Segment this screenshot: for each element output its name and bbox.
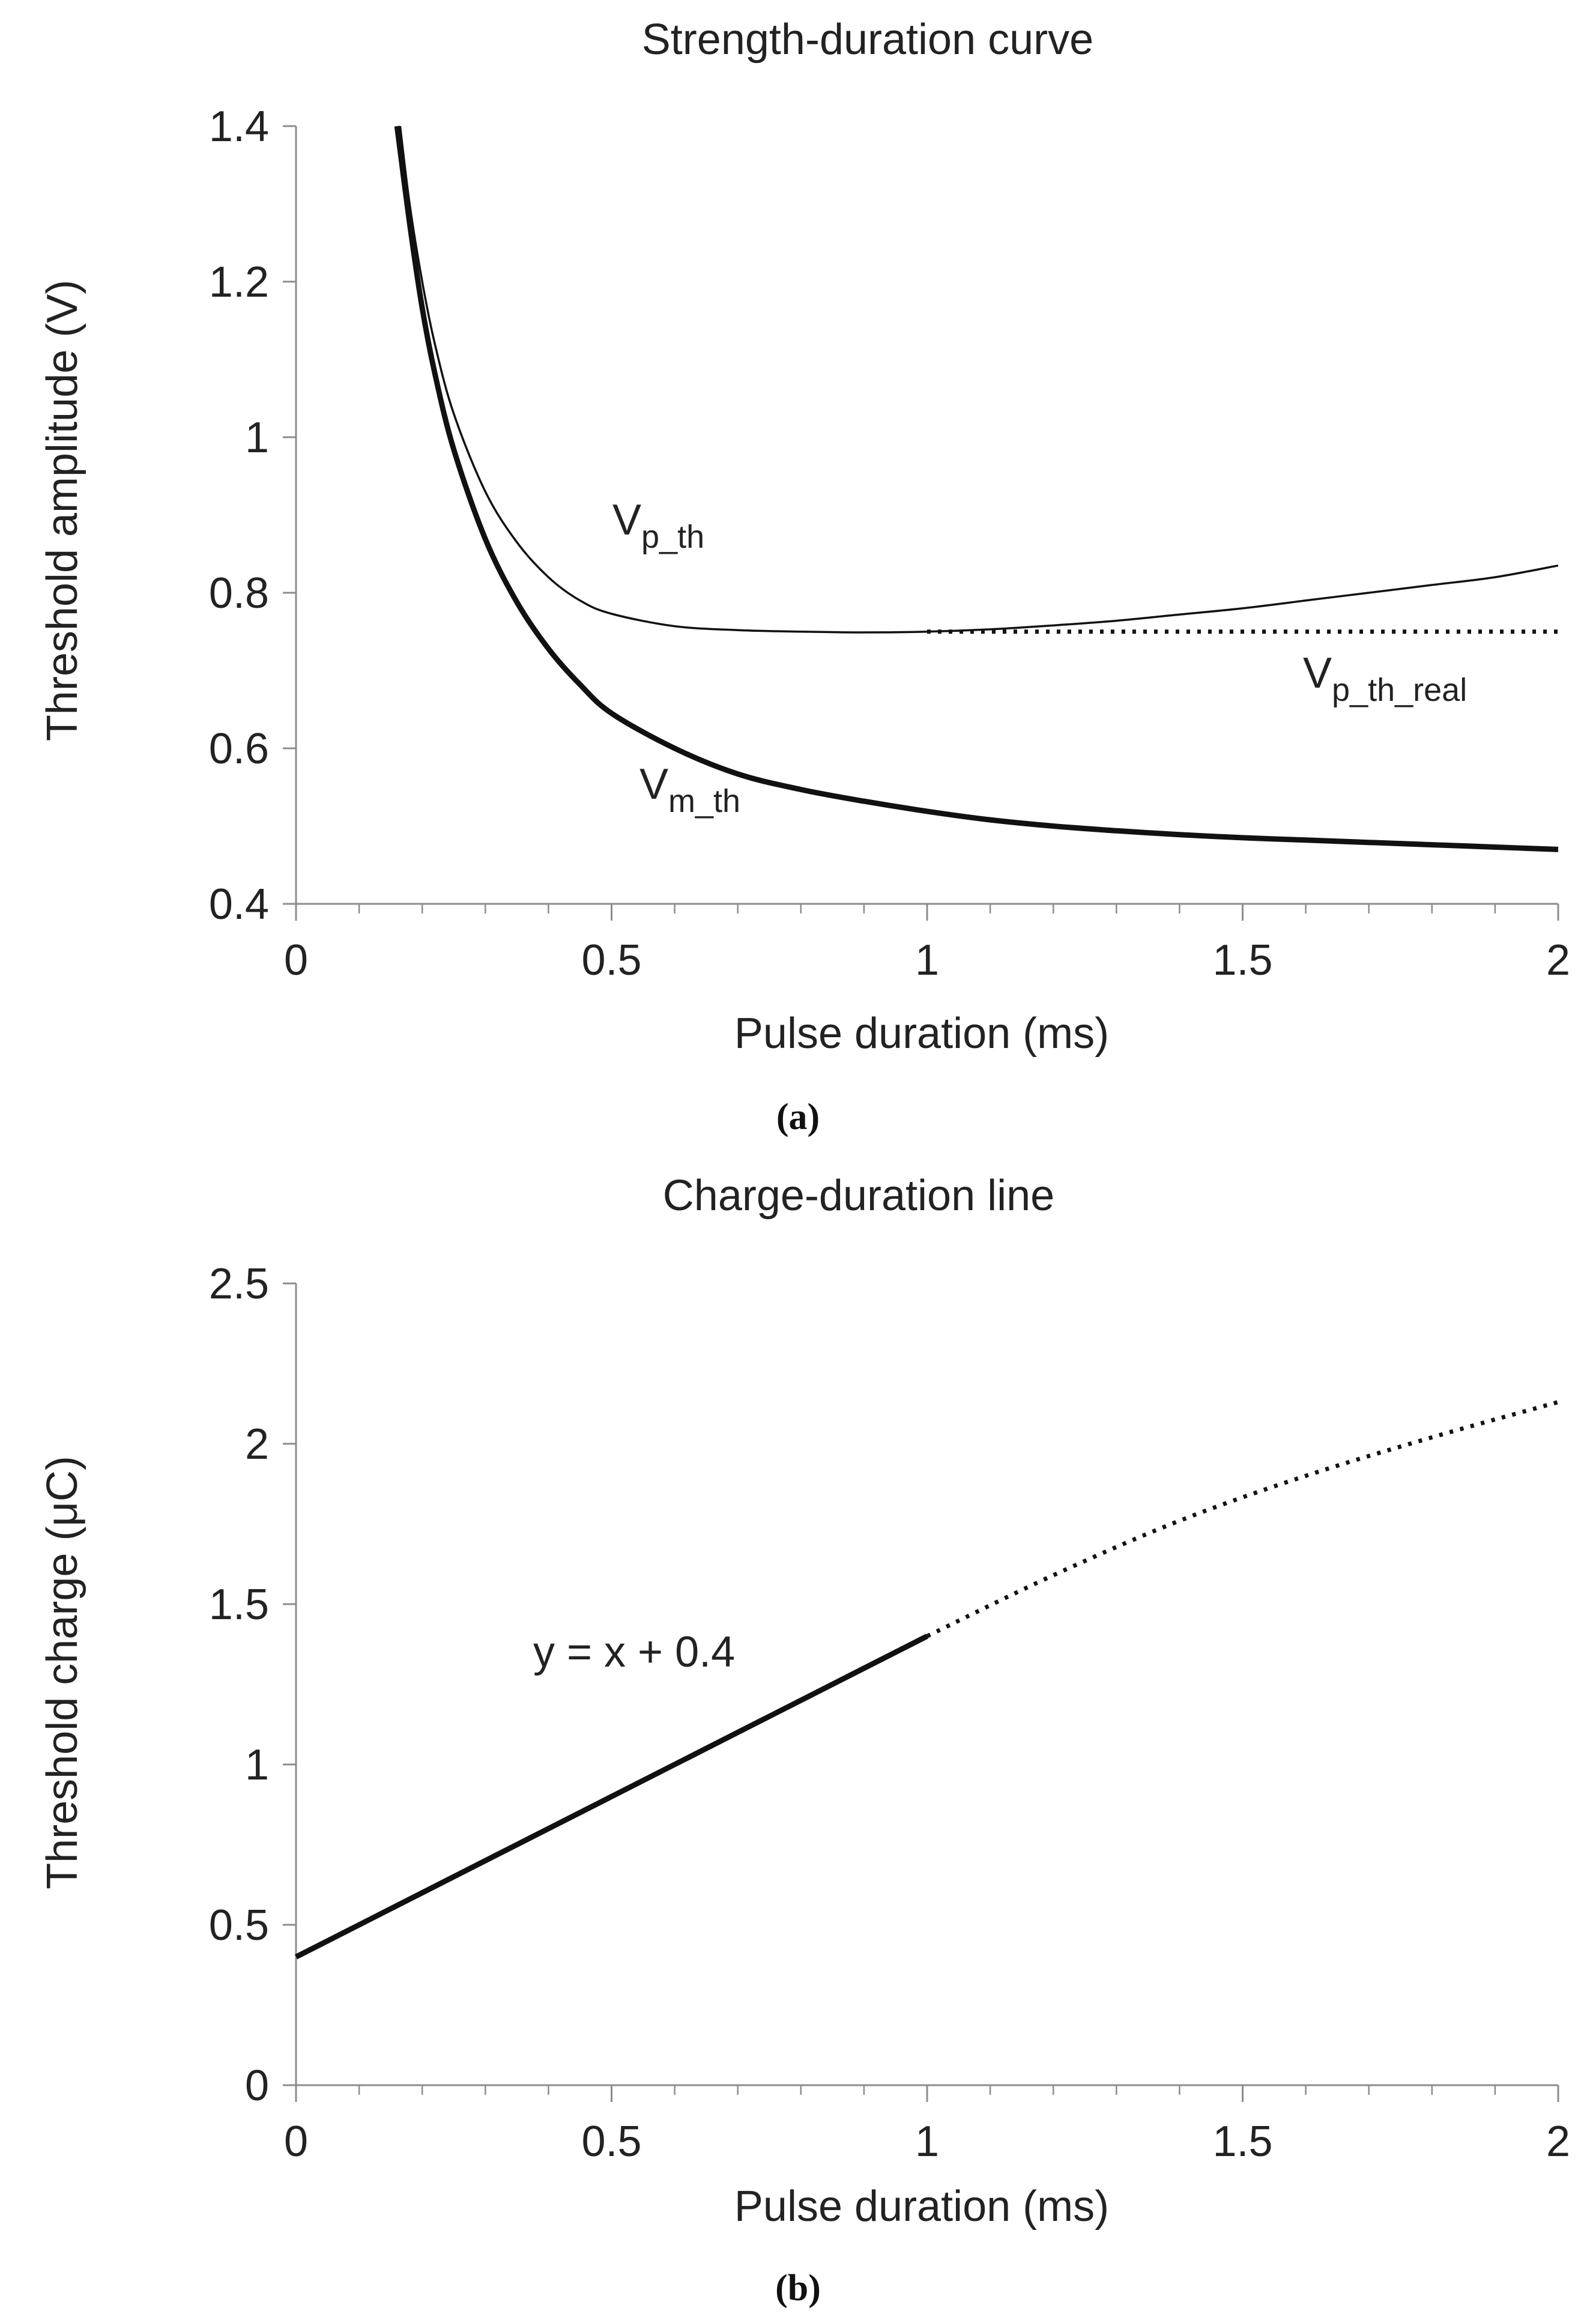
chart-a-series-v-m-th	[394, 126, 1559, 852]
chart-a-ytick-label-0-6: 0.6	[209, 725, 269, 773]
chart-b-ytick-label-1-5: 1.5	[209, 1581, 269, 1629]
chart-b-annotation: y = x + 0.4	[533, 1628, 735, 1676]
label-v-m-th-sub: m_th	[668, 783, 740, 819]
chart-a-ytick-label-1-2: 1.2	[209, 258, 269, 306]
chart-a-ytick-label-1-4: 1.4	[209, 103, 269, 151]
chart-a-ytick-label-1: 1	[245, 414, 269, 462]
label-v-p-th-sub: p_th	[641, 519, 704, 555]
chart-b-series-linear	[294, 1634, 929, 1960]
chart-a-ylabel: Threshold amplitude (V)	[38, 280, 86, 741]
chart-a-ytick-label-0-8: 0.8	[209, 569, 269, 617]
chart-b-xlabel: Pulse duration (ms)	[734, 2182, 1109, 2231]
label-v-p-th-real: Vp_th_real	[1303, 649, 1467, 708]
chart-a-xtick-label-0-5: 0.5	[581, 936, 641, 984]
caption-a: (a)	[776, 1097, 820, 1137]
chart-b-ytick-label-1: 1	[245, 1741, 269, 1789]
chart-b-plot: 0 0.5 1 1.5 2 2.5 0 0.5 1 1.5 2	[209, 1260, 1570, 2166]
chart-b-ytick-label-2-5: 2.5	[209, 1260, 269, 1308]
chart-a-xtick-label-0: 0	[284, 936, 308, 984]
label-v-p-th-main: V	[612, 496, 641, 544]
chart-a-xtick-label-1-5: 1.5	[1212, 936, 1272, 984]
chart-b-ylabel: Threshold charge (μC)	[38, 1456, 86, 1889]
label-v-m-th-main: V	[639, 760, 668, 808]
chart-b-title: Charge-duration line	[663, 1172, 1054, 1220]
chart-a-plot: 0.4 0.6 0.8 1 1.2 1.4 0 0.5 1 1.5 2	[209, 103, 1570, 984]
chart-b-xtick-label-2: 2	[1546, 2118, 1570, 2166]
chart-b-xtick-label-1: 1	[915, 2118, 939, 2166]
label-v-p-th: Vp_th	[612, 496, 704, 555]
chart-b-ytick-label-2: 2	[245, 1420, 269, 1468]
chart-b-ytick-label-0-5: 0.5	[209, 1901, 269, 1949]
chart-b-series-real	[926, 1400, 1559, 1638]
chart-a: Strength-duration curve Threshold amplit…	[38, 16, 1570, 1137]
chart-b-xtick-label-1-5: 1.5	[1212, 2118, 1272, 2166]
chart-a-series-v-p-th	[399, 126, 1559, 634]
chart-a-xlabel: Pulse duration (ms)	[734, 1010, 1109, 1058]
label-v-m-th: Vm_th	[639, 760, 740, 819]
chart-b-xtick-label-0-5: 0.5	[581, 2118, 641, 2166]
chart-a-xtick-label-1: 1	[915, 936, 939, 984]
chart-b-ytick-label-0: 0	[245, 2062, 269, 2110]
caption-b: (b)	[775, 2268, 821, 2309]
chart-a-xtick-label-2: 2	[1546, 936, 1570, 984]
chart-b: Charge-duration line Threshold charge (μ…	[38, 1172, 1570, 2309]
label-v-p-th-real-main: V	[1303, 649, 1332, 697]
chart-b-xtick-label-0: 0	[284, 2118, 308, 2166]
chart-a-ytick-label-0-4: 0.4	[209, 880, 269, 928]
label-v-p-th-real-sub: p_th_real	[1332, 672, 1467, 708]
chart-a-title: Strength-duration curve	[642, 16, 1093, 64]
